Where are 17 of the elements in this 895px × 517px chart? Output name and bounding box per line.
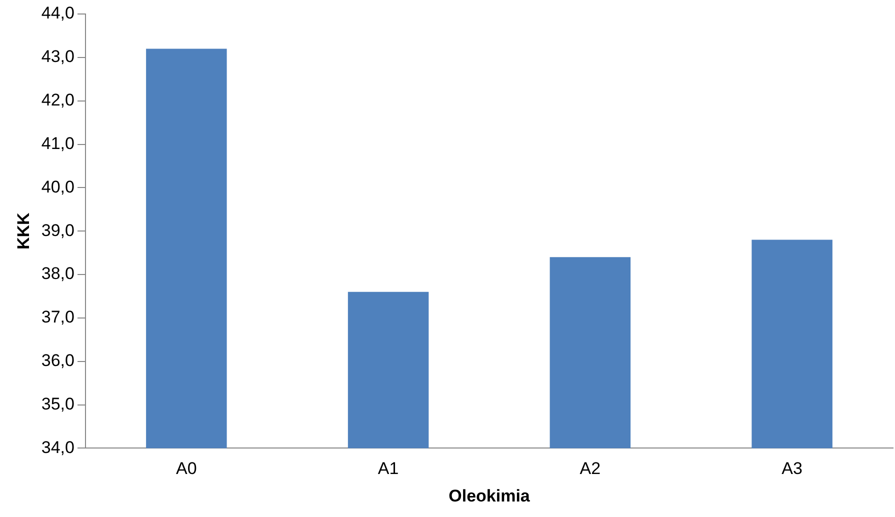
x-tick-label: A0 [176, 459, 197, 478]
y-tick-label: 42,0 [41, 90, 74, 110]
y-tick-label: 35,0 [41, 394, 74, 414]
y-tick-label: 36,0 [41, 351, 74, 370]
y-tick-label: 41,0 [41, 134, 74, 153]
y-tick-label: 37,0 [41, 308, 74, 327]
x-axis-title: Oleokimia [448, 486, 530, 506]
y-tick-label: 39,0 [41, 220, 74, 240]
x-tick-label: A2 [580, 459, 601, 478]
x-tick-label: A3 [782, 459, 802, 478]
y-tick-label: 34,0 [41, 438, 74, 457]
y-tick-label: 43,0 [41, 47, 74, 66]
y-tick-label: 38,0 [41, 264, 74, 284]
y-axis-title: KKK [14, 212, 33, 250]
y-tick-label: 44,0 [41, 4, 74, 23]
y-tick-label: 40,0 [41, 177, 74, 196]
x-tick-label: A1 [378, 459, 399, 478]
